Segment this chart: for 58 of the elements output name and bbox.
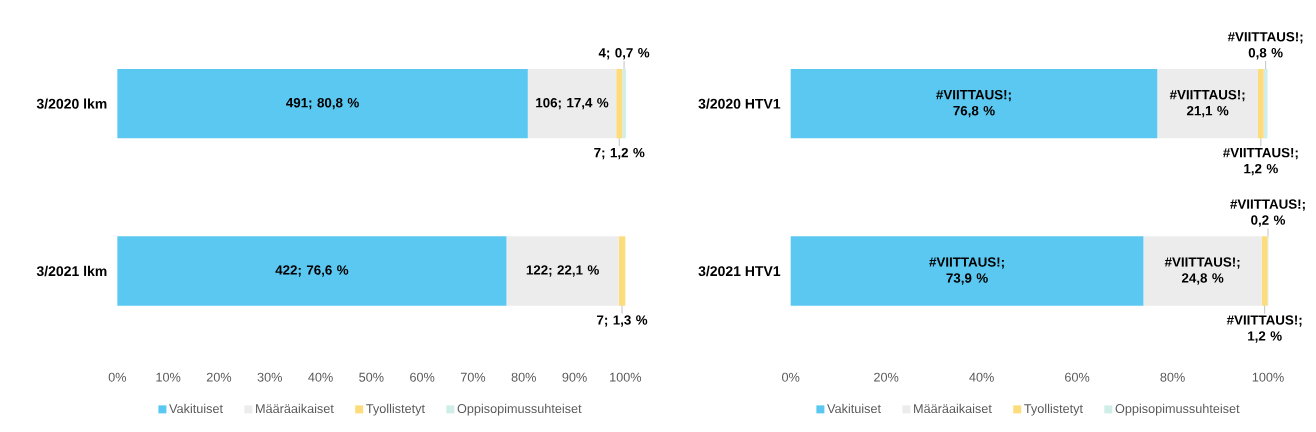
- legend-label: Oppisopimussuhteiset: [457, 403, 582, 416]
- x-tick-label: 40%: [308, 372, 333, 382]
- x-tick-label: 70%: [460, 372, 486, 382]
- legend-label: Määräaikaiset: [914, 403, 992, 414]
- x-tick-label: 100%: [610, 372, 642, 382]
- data-label: 422; 76,6 %: [275, 265, 349, 277]
- bar: [1261, 236, 1268, 306]
- data-label: #VIITTAUS!; 0,2 %: [1230, 199, 1305, 227]
- x-tick-label: 90%: [562, 372, 587, 382]
- x-tick-label: 50%: [359, 372, 384, 382]
- x-tick-label: 30%: [257, 372, 282, 382]
- legend-label: Määräaikaiset: [256, 403, 334, 414]
- bar: [527, 69, 617, 139]
- bar: [618, 236, 626, 306]
- legend-label: Oppisopimussuhteiset: [1115, 403, 1240, 416]
- y-tick-label: 3/2020 HTV1: [698, 98, 781, 109]
- bar: [117, 236, 507, 306]
- y-tick-label: 3/2021 lkm: [36, 265, 107, 277]
- x-tick-label: 20%: [206, 372, 232, 382]
- x-tick-label: 0%: [108, 372, 127, 382]
- data-label: #VIITTAUS!; 1,2 %: [1223, 147, 1298, 176]
- x-tick-label: 60%: [410, 372, 435, 382]
- bar: [506, 236, 619, 306]
- x-tick-label: 100%: [1252, 372, 1284, 382]
- data-label: #VIITTAUS!; 21,1 %: [1169, 89, 1245, 118]
- legend-label: Tyollistetyt: [1024, 403, 1083, 416]
- x-tick-label: 20%: [874, 372, 899, 382]
- bar: [790, 69, 1158, 139]
- x-tick-label: 10%: [156, 372, 181, 382]
- x-tick-label: 0%: [782, 372, 800, 382]
- legend-label: Vakituiset: [169, 403, 223, 414]
- bar: [1143, 236, 1262, 306]
- data-label: #VIITTAUS!; 0,8 %: [1227, 32, 1303, 60]
- bar: [1263, 69, 1268, 139]
- data-label: 491; 80,8 %: [286, 97, 359, 110]
- data-label: 7; 1,3 %: [597, 315, 648, 327]
- x-tick-label: 60%: [1065, 372, 1090, 382]
- data-label: 106; 17,4 %: [536, 97, 609, 110]
- x-tick-label: 40%: [969, 372, 994, 382]
- data-label: 7; 1,2 %: [594, 147, 645, 160]
- bar: [1157, 69, 1258, 139]
- bar: [117, 69, 528, 139]
- y-tick-label: 3/2021 HTV1: [698, 265, 781, 277]
- data-label: #VIITTAUS!; 1,2 %: [1226, 315, 1302, 343]
- y-tick-label: 3/2020 lkm: [36, 98, 107, 109]
- legend-label: Tyollistetyt: [366, 403, 425, 416]
- bar: [790, 236, 1144, 306]
- data-label: #VIITTAUS!; 73,9 %: [929, 257, 1004, 285]
- bar: [622, 69, 626, 139]
- x-tick-label: 80%: [1160, 372, 1185, 382]
- bar: [616, 69, 623, 139]
- data-label: 122; 22,1 %: [526, 265, 599, 277]
- bar: [1257, 69, 1264, 139]
- data-label: #VIITTAUS!; 76,8 %: [936, 89, 1011, 118]
- data-label: #VIITTAUS!; 24,8 %: [1164, 257, 1240, 285]
- legend-label: Vakituiset: [827, 403, 881, 414]
- data-label: 4; 0,7 %: [598, 48, 650, 60]
- x-tick-label: 80%: [511, 372, 536, 382]
